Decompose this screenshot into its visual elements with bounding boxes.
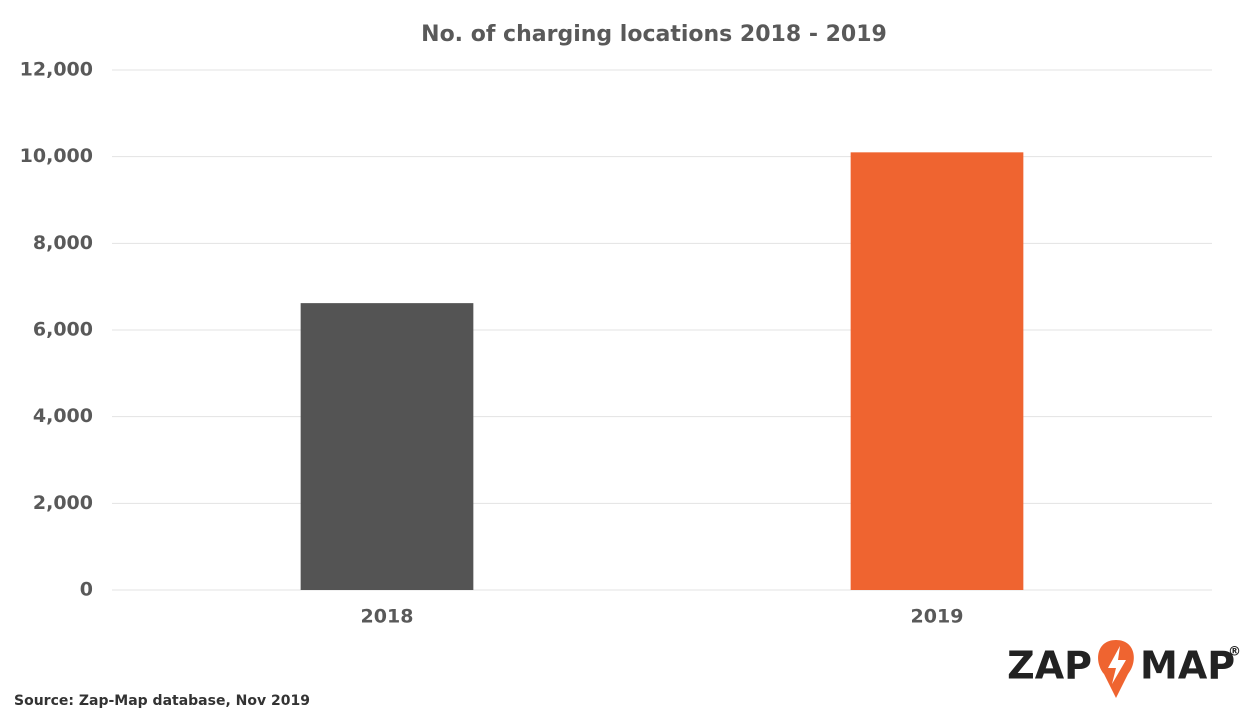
logo-text: ZAP (1007, 644, 1092, 688)
y-tick-label: 0 (80, 579, 93, 601)
x-tick-label: 2019 (911, 606, 964, 628)
logo: ZAP MAP ® (1007, 640, 1241, 698)
y-tick-label: 4,000 (33, 405, 93, 427)
bar (850, 152, 1024, 591)
source-note: Source: Zap-Map database, Nov 2019 (14, 693, 310, 709)
bar (300, 303, 474, 590)
y-tick-label: 2,000 (33, 492, 93, 514)
chart-title: No. of charging locations 2018 - 2019 (421, 22, 887, 47)
x-tick-label: 2018 (361, 606, 414, 628)
y-tick-label: 6,000 (33, 319, 93, 341)
logo-text: MAP (1140, 644, 1235, 688)
y-tick-label: 10,000 (20, 145, 93, 167)
y-tick-label: 12,000 (20, 59, 93, 81)
logo-registered: ® (1228, 645, 1241, 660)
logo-bolt (1108, 646, 1126, 684)
y-tick-label: 8,000 (33, 232, 93, 254)
